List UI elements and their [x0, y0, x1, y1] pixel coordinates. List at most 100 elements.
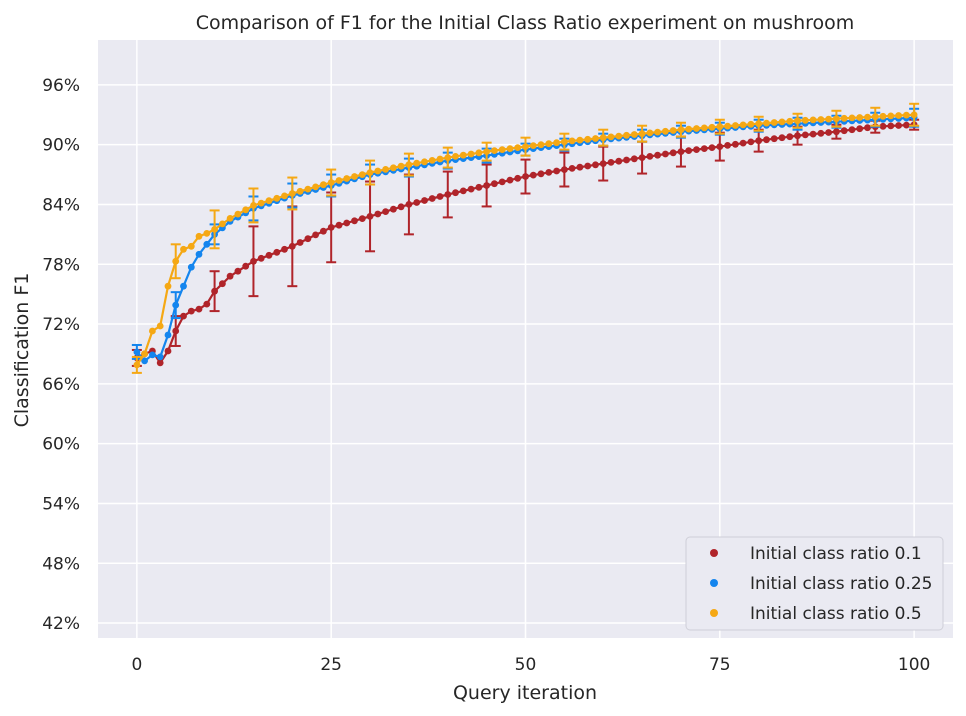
data-point [887, 113, 894, 120]
data-point [755, 120, 762, 127]
data-point [740, 140, 747, 147]
data-point [849, 115, 856, 122]
data-point [219, 280, 226, 287]
y-tick-label: 72% [42, 315, 80, 335]
data-point [367, 213, 374, 220]
data-point [421, 158, 428, 165]
data-point [437, 193, 444, 200]
data-point [561, 138, 568, 145]
y-axis-label: Classification F1 [11, 273, 33, 428]
data-point [600, 160, 607, 167]
data-point [351, 217, 358, 224]
data-point [149, 352, 156, 359]
data-point [732, 122, 739, 129]
data-point [779, 134, 786, 141]
y-tick-label: 78% [42, 255, 80, 275]
x-tick-label: 50 [515, 655, 537, 675]
data-point [452, 153, 459, 160]
data-point [662, 128, 669, 135]
data-point [522, 173, 529, 180]
legend: Initial class ratio 0.1Initial class rat… [686, 537, 943, 630]
y-tick-label: 48% [42, 554, 80, 574]
data-point [841, 115, 848, 122]
data-point [297, 188, 304, 195]
chart-title: Comparison of F1 for the Initial Class R… [196, 12, 855, 34]
data-point [165, 348, 172, 355]
data-point [615, 158, 622, 165]
data-point [134, 349, 141, 356]
data-point [771, 135, 778, 142]
data-point [507, 145, 514, 152]
data-point [390, 206, 397, 213]
data-point [289, 243, 296, 250]
data-point [530, 142, 537, 149]
data-point [724, 142, 731, 149]
x-tick-label: 0 [131, 655, 142, 675]
data-point [211, 226, 218, 233]
data-point [880, 123, 887, 130]
data-point [903, 122, 910, 129]
data-point [258, 200, 265, 207]
data-point [172, 258, 179, 265]
data-point [444, 191, 451, 198]
data-point [398, 203, 405, 210]
data-point [429, 157, 436, 164]
data-point [724, 123, 731, 130]
data-point [693, 146, 700, 153]
data-point [538, 141, 545, 148]
data-point [647, 153, 654, 160]
data-point [514, 144, 521, 151]
data-point [794, 117, 801, 124]
data-point [406, 161, 413, 168]
data-point [359, 171, 366, 178]
data-point [281, 193, 288, 200]
data-point [895, 112, 902, 119]
data-point [522, 143, 529, 150]
data-point [569, 138, 576, 145]
data-point [196, 251, 203, 258]
data-point [670, 127, 677, 134]
data-point [584, 163, 591, 170]
data-point [584, 136, 591, 143]
data-point [242, 206, 249, 213]
data-point [180, 283, 187, 290]
data-point [374, 168, 381, 175]
data-point [639, 130, 646, 137]
data-point [429, 195, 436, 202]
data-point [188, 264, 195, 271]
data-point [460, 152, 467, 159]
data-point [336, 177, 343, 184]
data-point [608, 134, 615, 141]
data-point [880, 113, 887, 120]
data-point [748, 139, 755, 146]
legend-marker [710, 579, 718, 587]
data-point [468, 186, 475, 193]
legend-marker [710, 549, 718, 557]
data-point [491, 180, 498, 187]
data-point [701, 145, 708, 152]
data-point [864, 124, 871, 131]
data-point [678, 126, 685, 133]
data-point [740, 122, 747, 129]
data-point [701, 125, 708, 132]
data-point [141, 351, 148, 358]
data-point [786, 133, 793, 140]
data-point [654, 129, 661, 136]
data-point [476, 184, 483, 191]
data-point [250, 258, 257, 265]
data-point [530, 172, 537, 179]
data-point [818, 116, 825, 123]
data-point [406, 201, 413, 208]
data-point [600, 134, 607, 141]
data-point [359, 215, 366, 222]
data-point [203, 230, 210, 237]
data-point [320, 181, 327, 188]
data-point [413, 160, 420, 167]
data-point [763, 120, 770, 127]
data-point [592, 161, 599, 168]
data-point [157, 354, 164, 361]
x-axis-label: Query iteration [453, 682, 597, 704]
data-point [856, 114, 863, 121]
data-point [748, 121, 755, 128]
data-point [709, 124, 716, 131]
